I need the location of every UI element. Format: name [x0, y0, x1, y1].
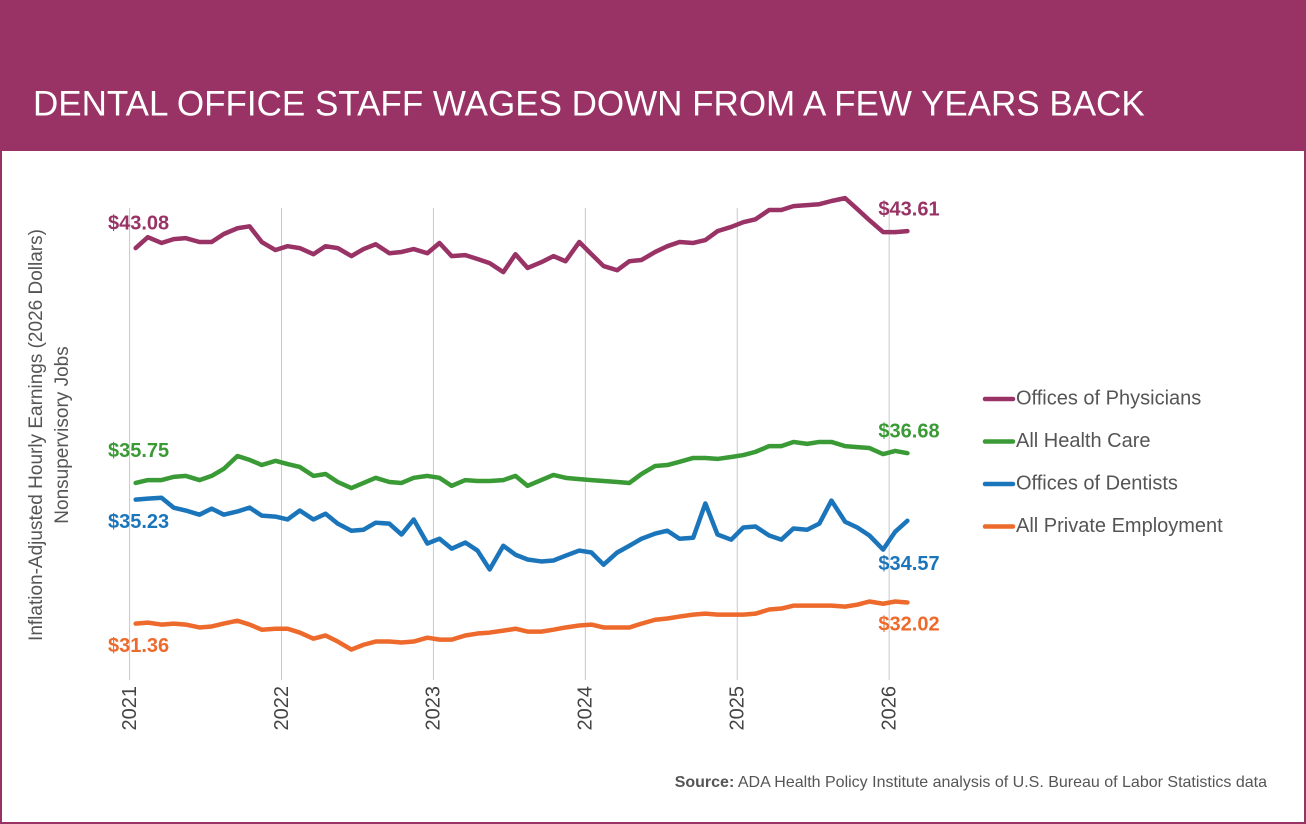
data-label: $36.68	[878, 420, 939, 442]
series-line	[133, 439, 910, 491]
source-note: Source: ADA Health Policy Institute anal…	[675, 774, 1267, 791]
x-tick-label: 2026	[878, 686, 900, 731]
data-label: $35.23	[108, 511, 169, 533]
y-axis-label: Nonsupervisory Jobs	[52, 346, 73, 523]
source-label: Source:	[675, 774, 735, 791]
data-label: $34.57	[878, 553, 939, 575]
source-text: ADA Health Policy Institute analysis of …	[738, 774, 1267, 791]
legend-label: Offices of Physicians	[1016, 387, 1201, 409]
data-label: $31.36	[108, 635, 169, 657]
x-tick-label: 2024	[575, 686, 597, 731]
x-tick-label: 2025	[727, 686, 749, 731]
data-label: $43.08	[108, 212, 169, 234]
x-tick-label: 2021	[119, 686, 141, 731]
x-tick-label: 2023	[423, 686, 445, 731]
y-axis-label: Inflation-Adjusted Hourly Earnings (2026…	[26, 229, 47, 641]
x-tick-label: 2022	[271, 686, 293, 731]
legend-label: All Private Employment	[1016, 515, 1223, 537]
chart-title: DENTAL OFFICE STAFF WAGES DOWN FROM A FE…	[33, 84, 1145, 123]
header-band	[0, 0, 1306, 151]
legend-label: Offices of Dentists	[1016, 472, 1178, 494]
series-line	[133, 495, 910, 572]
data-label: $35.75	[108, 440, 169, 462]
series-line	[133, 599, 910, 652]
legend-label: All Health Care	[1016, 430, 1151, 452]
data-label: $43.61	[878, 198, 939, 220]
data-label: $32.02	[878, 614, 939, 636]
plot-area: 2021 2022 2023 2024 2025 2026 $43.08 $43.61 $35.…	[108, 195, 1223, 731]
series-line	[133, 195, 910, 275]
